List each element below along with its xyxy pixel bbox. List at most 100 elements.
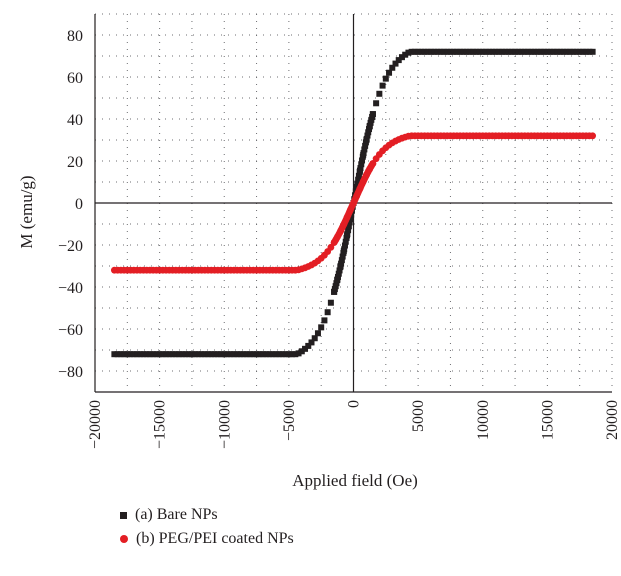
data-point-square <box>127 351 134 358</box>
data-point-square <box>424 48 431 55</box>
data-point-square <box>344 231 351 238</box>
data-point-square <box>346 219 353 226</box>
data-point-square <box>163 351 170 358</box>
data-point-square <box>573 48 580 55</box>
data-point-square <box>479 48 486 55</box>
data-point-square <box>150 351 157 358</box>
data-point-square <box>576 48 583 55</box>
data-point-square <box>524 48 531 55</box>
data-series <box>110 48 597 358</box>
y-tick-label: −80 <box>58 364 83 381</box>
data-point-square <box>447 48 454 55</box>
x-tick-label: −5000 <box>281 400 298 441</box>
data-point-square <box>201 351 208 358</box>
data-point-square <box>359 157 366 164</box>
data-point-square <box>333 280 340 287</box>
data-point-square <box>253 351 260 358</box>
data-point-square <box>415 48 422 55</box>
data-point-square <box>256 351 263 358</box>
data-point-square <box>339 253 346 260</box>
data-point-square <box>176 351 183 358</box>
data-point-square <box>547 48 554 55</box>
legend-label-bare: (a) Bare NPs <box>135 506 218 523</box>
data-point-square <box>357 165 364 172</box>
data-point-square <box>402 51 409 58</box>
data-point-square <box>486 48 493 55</box>
data-point-square <box>130 351 137 358</box>
data-point-square <box>234 351 241 358</box>
data-point-square <box>450 48 457 55</box>
data-point-square <box>205 351 212 358</box>
circle-marker-icon <box>120 535 128 543</box>
data-point-square <box>515 48 522 55</box>
data-point-square <box>140 351 147 358</box>
data-point-square <box>364 132 371 139</box>
data-point-square <box>192 351 199 358</box>
data-point-square <box>361 146 368 153</box>
data-point-square <box>324 309 331 316</box>
data-point-square <box>342 238 349 245</box>
y-tick-label: −60 <box>58 322 83 339</box>
data-point-square <box>453 48 460 55</box>
y-tick-label: 20 <box>67 154 83 171</box>
data-point-square <box>434 48 441 55</box>
data-point-square <box>214 351 221 358</box>
data-point-square <box>392 60 399 67</box>
data-point-square <box>188 351 195 358</box>
data-point-square <box>185 351 192 358</box>
data-point-square <box>566 48 573 55</box>
data-point-square <box>366 122 373 129</box>
data-point-circle <box>369 160 377 167</box>
data-point-square <box>143 351 150 358</box>
data-point-square <box>298 348 305 355</box>
data-point-square <box>182 351 189 358</box>
y-tick-label: 0 <box>75 196 83 213</box>
data-point-square <box>444 48 451 55</box>
data-point-square <box>243 351 250 358</box>
data-point-square <box>318 324 325 331</box>
x-tick-label: 0 <box>346 400 363 408</box>
data-point-square <box>111 351 118 358</box>
y-tick-label: −20 <box>58 238 83 255</box>
data-point-square <box>554 48 561 55</box>
data-point-square <box>269 351 276 358</box>
data-point-square <box>408 48 415 55</box>
data-point-square <box>159 351 166 358</box>
data-point-square <box>166 351 173 358</box>
data-point-square <box>376 90 383 97</box>
data-point-square <box>437 48 444 55</box>
data-point-square <box>208 351 215 358</box>
data-point-square <box>405 49 412 56</box>
data-point-square <box>305 342 312 349</box>
data-point-square <box>263 351 270 358</box>
data-point-square <box>218 351 225 358</box>
data-point-square <box>521 48 528 55</box>
data-point-square <box>124 351 131 358</box>
magnetization-chart: −80 −60 −40 −20 0 20 40 60 80 −20000 −15000 −10000… <box>17 13 621 490</box>
x-tick-label: 15000 <box>539 400 556 440</box>
data-point-square <box>440 48 447 55</box>
y-tick-label: 60 <box>67 70 83 87</box>
data-point-square <box>528 48 535 55</box>
x-tick-labels: −20000 −15000 −10000 −5000 0 5000 10000 15000 20… <box>87 400 621 449</box>
data-point-square <box>531 48 538 55</box>
data-point-square <box>266 351 273 358</box>
data-point-square <box>289 351 296 358</box>
data-point-square <box>250 351 257 358</box>
square-marker-icon <box>120 511 127 519</box>
data-point-square <box>586 48 593 55</box>
data-point-square <box>382 75 389 82</box>
data-point-circle <box>589 132 597 140</box>
x-tick-label: −15000 <box>152 400 169 449</box>
data-point-square <box>179 351 186 358</box>
data-point-square <box>345 223 352 230</box>
data-point-square <box>428 48 435 55</box>
data-point-square <box>169 351 176 358</box>
x-tick-label: −20000 <box>87 400 104 449</box>
data-point-square <box>336 267 343 274</box>
data-point-square <box>221 351 228 358</box>
data-point-square <box>470 48 477 55</box>
data-point-square <box>389 64 396 71</box>
data-point-square <box>172 351 179 358</box>
x-tick-label: −10000 <box>216 400 233 449</box>
